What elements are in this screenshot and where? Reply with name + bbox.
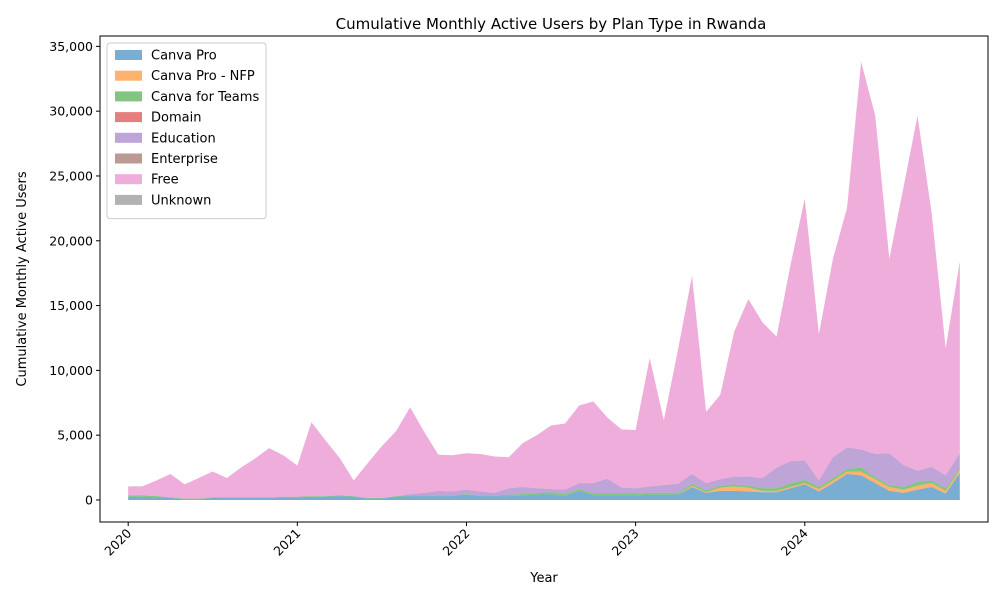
- y-tick-label: 35,000: [49, 39, 93, 54]
- legend-label: Unknown: [151, 193, 211, 208]
- legend-label: Free: [151, 173, 179, 188]
- y-tick-label: 25,000: [49, 168, 93, 183]
- legend-swatch: [115, 50, 142, 60]
- y-tick-label: 15,000: [49, 298, 93, 313]
- legend-label: Canva Pro: [151, 49, 217, 64]
- y-tick-label: 30,000: [49, 104, 93, 119]
- legend-swatch: [115, 112, 142, 123]
- x-axis-label: Year: [529, 571, 558, 586]
- legend-swatch: [115, 174, 142, 185]
- legend-label: Canva for Teams: [151, 90, 259, 105]
- area-series-free: [128, 61, 960, 499]
- legend-label: Domain: [151, 111, 201, 126]
- y-tick-label: 10,000: [49, 363, 93, 378]
- plot-frame: [99, 35, 989, 523]
- y-axis: 0 5,000 10,000 15,000 20,000 25,000 30,000 35,0…: [49, 39, 100, 507]
- y-tick-label: 0: [85, 492, 93, 507]
- area-series-canva-pro: [128, 472, 960, 500]
- area-series-education: [128, 447, 960, 499]
- legend-swatch: [115, 91, 142, 102]
- y-axis-label: Cumulative Monthly Active Users: [15, 171, 30, 386]
- legend-label: Education: [151, 131, 216, 146]
- area-series-canva-for-teams: [128, 467, 960, 500]
- legend-swatch: [115, 153, 142, 164]
- legend-label: Enterprise: [151, 152, 218, 167]
- y-tick-label: 20,000: [49, 233, 93, 248]
- chart-title: Cumulative Monthly Active Users by Plan …: [336, 15, 767, 33]
- legend-swatch: [115, 132, 142, 143]
- legend-label: Canva Pro - NFP: [151, 69, 255, 84]
- legend-swatch: [115, 70, 142, 81]
- area-series-group: [128, 61, 960, 500]
- y-tick-label: 5,000: [57, 428, 93, 443]
- legend-swatch: [115, 194, 142, 205]
- legend-box: [106, 42, 267, 220]
- legend: Canva Pro Canva Pro - NFP Canva for Teams D…: [106, 42, 267, 220]
